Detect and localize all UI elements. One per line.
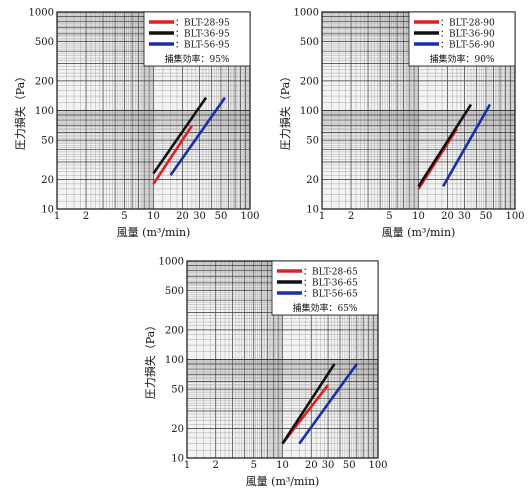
x-tick-label: 20 xyxy=(441,211,454,222)
y-tick-label: 500 xyxy=(300,37,319,48)
y-tick-label: 10 xyxy=(41,205,54,216)
y-tick-label: 50 xyxy=(306,136,319,147)
x-tick-label: 30 xyxy=(193,211,206,222)
chart-panel: 1 2 5 10 20 30 50 100 10 20 50 100 200 500 1000 風量 (m³/… xyxy=(13,8,260,240)
x-tick-label: 10 xyxy=(412,211,425,222)
y-tick-label: 200 xyxy=(35,76,54,87)
y-tick-label: 20 xyxy=(171,424,184,435)
x-tick-label: 5 xyxy=(121,211,127,222)
legend-label: ：BLT-28-90 xyxy=(440,19,495,29)
x-tick-label: 30 xyxy=(458,211,471,222)
x-tick-label: 20 xyxy=(305,460,318,471)
x-tick-label: 20 xyxy=(176,211,189,222)
chart-panel: 1 2 5 10 20 30 50 100 10 20 50 100 200 500 1000 風量 (m³/… xyxy=(143,257,388,489)
legend-label: ：BLT-28-95 xyxy=(175,19,230,29)
y-tick-label: 100 xyxy=(35,106,54,117)
x-tick-label: 30 xyxy=(322,460,335,471)
y-tick-label: 20 xyxy=(41,175,54,186)
legend-label: ：BLT-56-95 xyxy=(175,41,230,51)
series-line xyxy=(417,103,473,188)
x-tick-label: 2 xyxy=(348,211,354,222)
y-tick-label: 500 xyxy=(35,37,54,48)
y-tick-label: 20 xyxy=(306,175,319,186)
series-line xyxy=(298,363,358,445)
y-tick-label: 200 xyxy=(165,325,184,336)
series-line xyxy=(152,96,208,175)
series-line xyxy=(281,363,336,445)
legend-label: ：BLT-28-65 xyxy=(303,268,358,278)
series-line xyxy=(169,96,227,177)
legend-label: ：BLT-36-65 xyxy=(303,279,358,289)
series-line xyxy=(417,128,458,190)
x-tick-label: 50 xyxy=(480,211,493,222)
y-axis-label: 圧力損失（Pa） xyxy=(13,71,27,150)
y-tick-label: 1000 xyxy=(294,8,319,19)
y-tick-label: 10 xyxy=(306,205,319,216)
x-tick-label: 1 xyxy=(54,211,60,222)
x-tick-label: 1 xyxy=(184,460,190,471)
legend: ：BLT-28-65：BLT-36-65：BLT-56-65 捕集効率：65% xyxy=(271,260,379,316)
y-tick-label: 50 xyxy=(171,385,184,396)
x-tick-label: 10 xyxy=(147,211,160,222)
x-tick-label: 5 xyxy=(251,460,257,471)
efficiency-label: 捕集効率：90% xyxy=(429,53,494,65)
x-tick-label: 100 xyxy=(505,211,524,222)
series-line xyxy=(152,125,193,185)
x-axis-label: 風量 (m³/min) xyxy=(382,226,456,239)
legend-label: ：BLT-56-65 xyxy=(303,290,358,300)
x-tick-label: 100 xyxy=(368,460,387,471)
y-tick-label: 1000 xyxy=(159,257,184,268)
x-tick-label: 2 xyxy=(83,211,89,222)
y-tick-label: 50 xyxy=(41,136,54,147)
y-axis-label: 圧力損失（Pa） xyxy=(143,320,157,399)
y-tick-label: 500 xyxy=(165,286,184,297)
x-tick-label: 1 xyxy=(319,211,325,222)
grid xyxy=(186,260,378,459)
y-tick-label: 100 xyxy=(300,106,319,117)
legend: ：BLT-28-95：BLT-36-95：BLT-56-95 捕集効率：95% xyxy=(143,11,251,67)
x-tick-label: 50 xyxy=(215,211,228,222)
y-tick-label: 100 xyxy=(165,355,184,366)
x-axis-label: 風量 (m³/min) xyxy=(117,226,191,239)
efficiency-label: 捕集効率：65% xyxy=(292,302,357,314)
chart-panel: 1 2 5 10 20 30 50 100 10 20 50 100 200 500 1000 風量 (m³/… xyxy=(278,8,525,240)
legend-label: ：BLT-36-95 xyxy=(175,30,230,40)
x-axis-label: 風量 (m³/min) xyxy=(246,475,320,488)
legend: ：BLT-28-90：BLT-36-90：BLT-56-90 捕集効率：90% xyxy=(408,11,516,67)
legend-label: ：BLT-56-90 xyxy=(440,41,495,51)
series-line xyxy=(442,103,492,187)
x-tick-label: 5 xyxy=(386,211,392,222)
y-tick-label: 1000 xyxy=(29,8,54,19)
x-tick-label: 2 xyxy=(213,460,219,471)
legend-label: ：BLT-36-90 xyxy=(440,30,495,40)
x-tick-label: 50 xyxy=(343,460,356,471)
y-tick-label: 200 xyxy=(300,76,319,87)
x-tick-label: 10 xyxy=(276,460,289,471)
x-tick-label: 100 xyxy=(240,211,259,222)
efficiency-label: 捕集効率：95% xyxy=(164,53,229,65)
y-axis-label: 圧力損失（Pa） xyxy=(278,71,292,150)
y-tick-label: 10 xyxy=(171,454,184,465)
